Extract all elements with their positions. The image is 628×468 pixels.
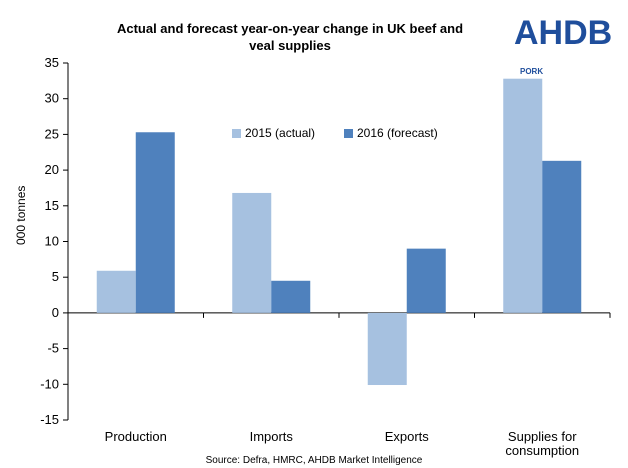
- legend-label: 2015 (actual): [245, 126, 315, 140]
- x-tick-label: Exports: [385, 429, 430, 444]
- legend-swatch: [344, 129, 353, 138]
- y-tick-label: -10: [40, 376, 59, 391]
- y-tick-label: 15: [45, 198, 59, 213]
- source-note: Source: Defra, HMRC, AHDB Market Intelli…: [205, 455, 423, 466]
- bars: [96, 78, 582, 386]
- bar: [367, 312, 407, 386]
- x-tick-label: Production: [105, 429, 167, 444]
- logo-brand: AHDB: [514, 14, 612, 52]
- x-tick-label: Imports: [250, 429, 294, 444]
- legend-swatch: [232, 129, 241, 138]
- axes: 35 30 25 20 15 10 5 0 -5 -10 -15 Production Imports E…: [40, 55, 611, 458]
- y-tick-label: 20: [45, 162, 59, 177]
- y-tick-label: 0: [52, 305, 59, 320]
- y-tick-label: 5: [52, 269, 59, 284]
- bar: [271, 280, 311, 313]
- bar: [135, 132, 175, 313]
- legend: 2015 (actual) 2016 (forecast): [232, 126, 438, 140]
- bar: [542, 160, 582, 313]
- y-tick-label: -5: [47, 341, 59, 356]
- bar: [406, 248, 446, 313]
- y-tick-label: 25: [45, 126, 59, 141]
- chart-title: Actual and forecast year-on-year change …: [116, 21, 464, 53]
- legend-label: 2016 (forecast): [357, 126, 438, 140]
- y-tick-label: 10: [45, 234, 59, 249]
- x-tick-label: Supplies for consumption: [505, 429, 579, 458]
- bar: [96, 270, 136, 313]
- bar: [232, 192, 272, 313]
- logo-sub: PORK: [520, 67, 543, 76]
- y-tick-label: 35: [45, 55, 59, 70]
- ahdb-logo: AHDB PORK: [514, 14, 612, 76]
- y-tick-label: 30: [45, 91, 59, 106]
- bar: [503, 78, 543, 313]
- y-tick-label: -15: [40, 412, 59, 427]
